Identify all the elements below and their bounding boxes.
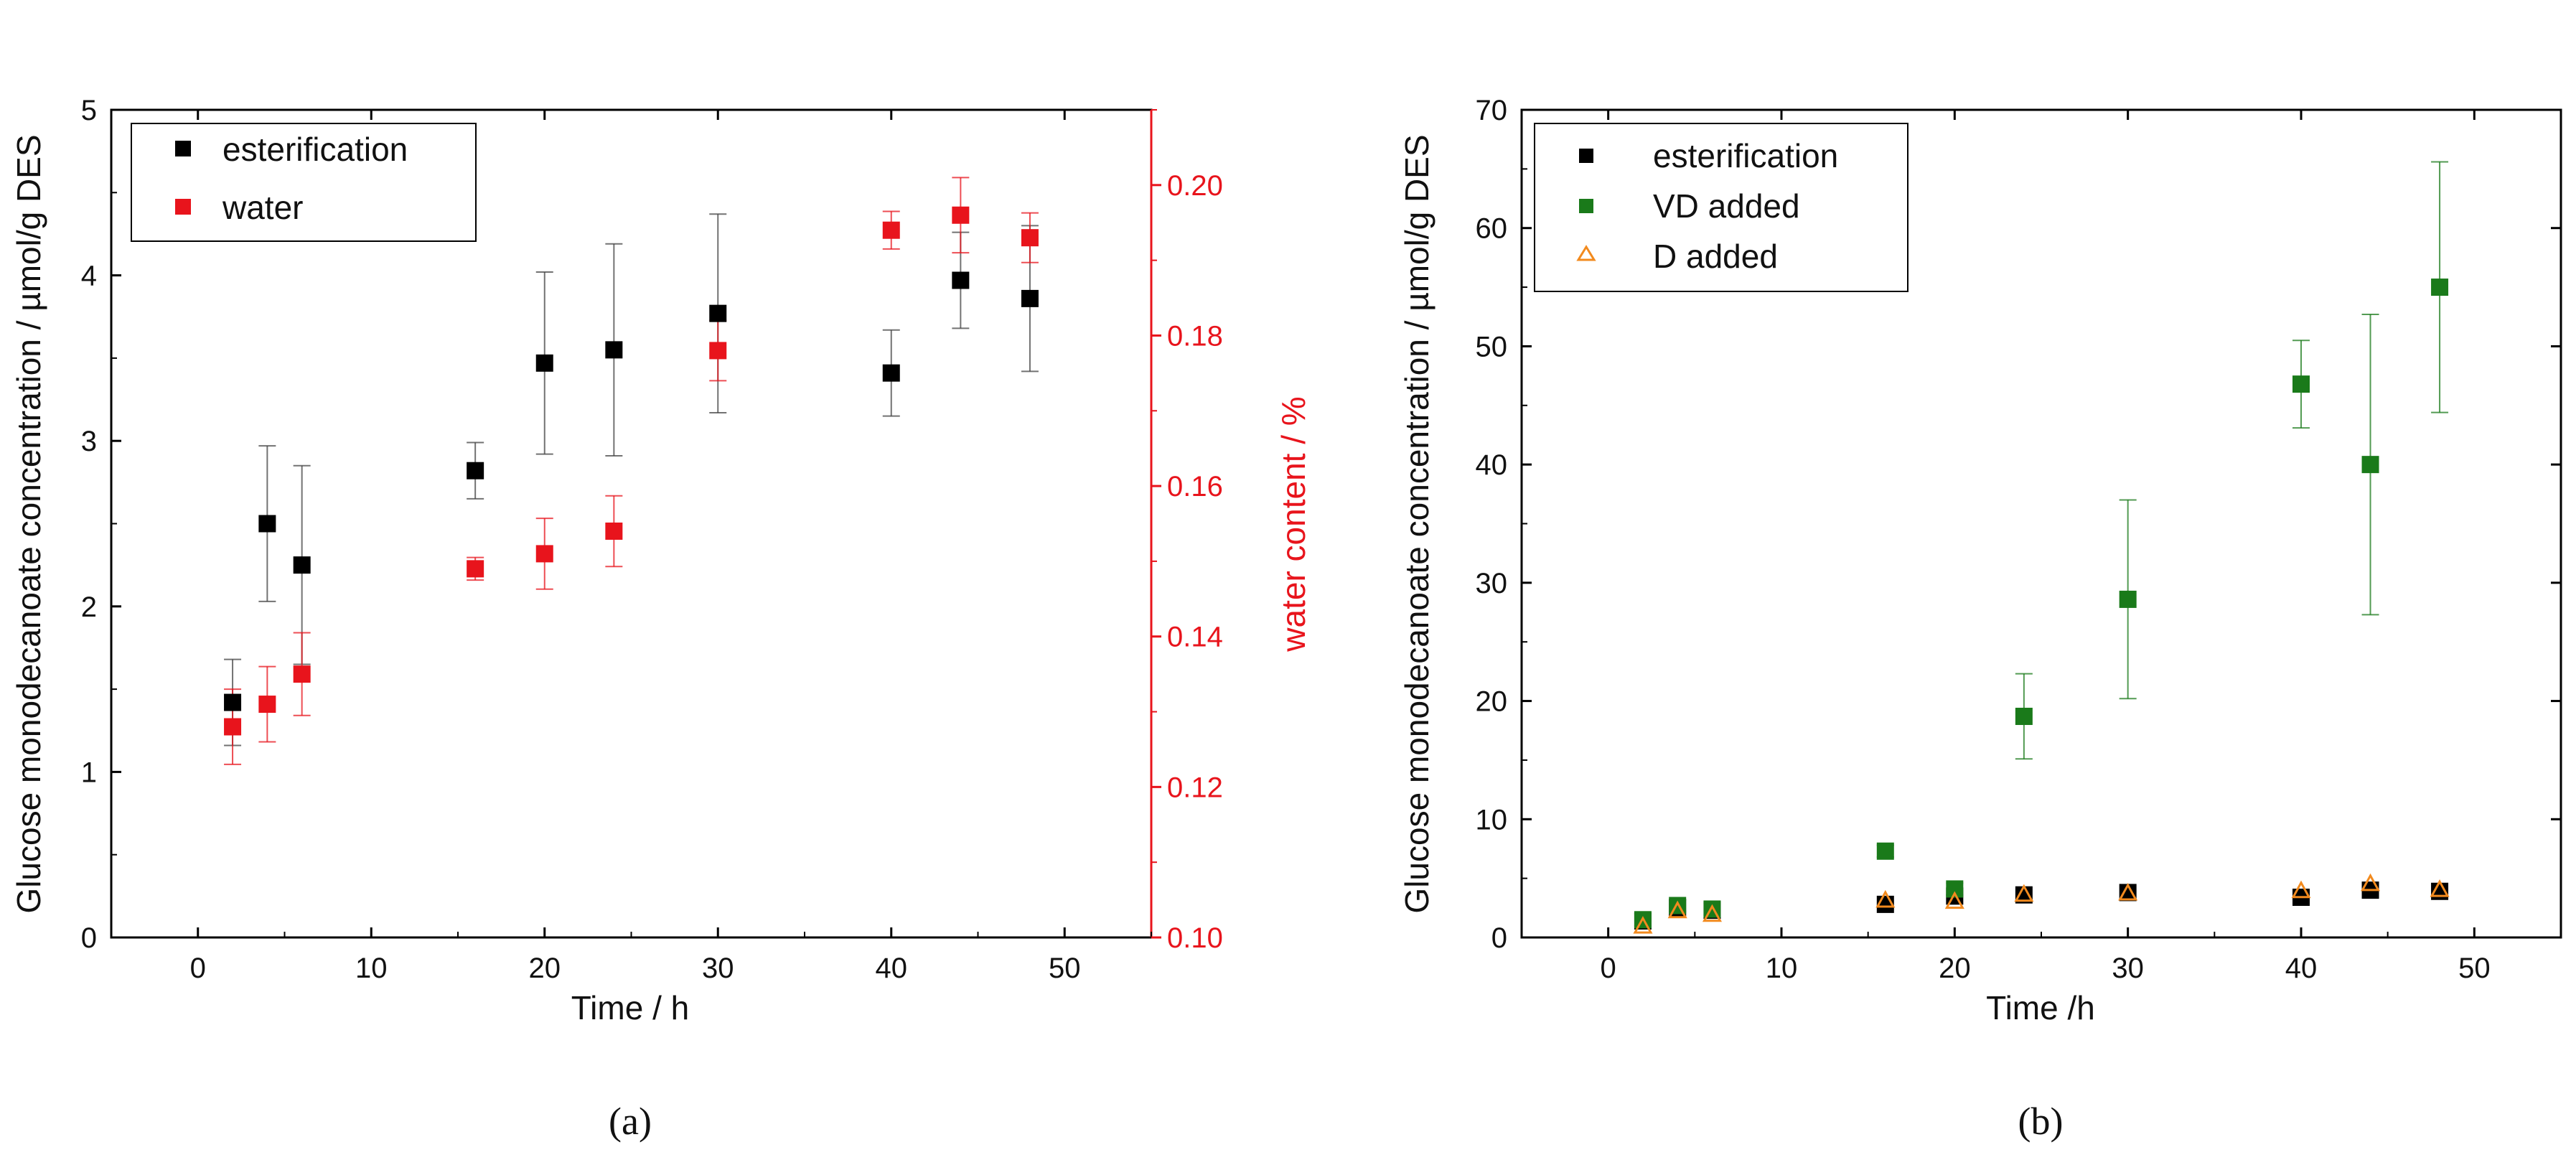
y-tick-label: 40	[1476, 449, 1508, 481]
panel-b-legend-label-d-added: D added	[1653, 238, 1778, 275]
panel-a-points	[224, 206, 1039, 736]
panel-a-x-axis-label: Time / h	[571, 989, 689, 1026]
panel-a-legend: esterification water	[131, 123, 477, 242]
y-tick-label: 4	[81, 261, 97, 292]
data-point-esterification	[1021, 289, 1039, 307]
data-point-water	[293, 665, 311, 683]
y-tick-label: 10	[1476, 804, 1508, 836]
data-point-vd-added	[2292, 375, 2310, 393]
x-tick-label: 40	[2285, 953, 2318, 984]
x-tick-label: 30	[2112, 953, 2144, 984]
x-tick-label: 40	[876, 953, 908, 984]
panel-a-legend-label-esterification: esterification	[223, 131, 408, 168]
data-point-d-added	[2430, 879, 2450, 897]
panel-a-legend-marker-esterification	[175, 141, 191, 156]
data-point-d-added	[1633, 916, 1653, 934]
panel-b-legend-label-esterification: esterification	[1653, 137, 1838, 174]
y-tick-label: 1	[81, 757, 97, 788]
panel-a-legend-label-water: water	[222, 189, 303, 226]
data-point-water	[952, 206, 970, 224]
y2-tick-label: 0.20	[1167, 170, 1223, 202]
y2-tick-label: 0.14	[1167, 622, 1223, 653]
panel-a-caption: (a)	[609, 1100, 652, 1143]
y-tick-label: 5	[81, 95, 97, 126]
panel-b-legend-label-vd-added: VD added	[1653, 187, 1800, 225]
data-point-esterification	[293, 556, 311, 574]
x-tick-label: 20	[529, 953, 561, 984]
panel-a-chart: 0 10 20 30 40 50 0 1 2 3 4 5 0.10 0.12 0.14 0.16 0.18 0.2…	[10, 95, 1312, 1143]
x-tick-label: 50	[1049, 953, 1081, 984]
data-point-water	[1021, 229, 1039, 247]
data-point-water	[467, 560, 484, 578]
panel-b-y-axis-label: Glucose monodecanoate concentration / µm…	[1398, 134, 1435, 913]
data-point-vd-added	[2431, 279, 2449, 296]
y-tick-label: 3	[81, 426, 97, 457]
data-point-vd-added	[1876, 842, 1894, 860]
data-point-esterification	[535, 354, 553, 372]
y-tick-label: 0	[1491, 922, 1507, 954]
data-point-water	[258, 696, 276, 713]
data-point-d-added	[1667, 900, 1687, 919]
panel-a-ticks: 0 10 20 30 40 50 0 1 2 3 4 5 0.10 0.12 0.14 0.16 0.18 0.2…	[81, 95, 1223, 984]
data-point-vd-added	[2361, 456, 2379, 474]
data-point-d-added	[2360, 873, 2381, 892]
x-tick-label: 0	[1601, 953, 1616, 984]
data-point-d-added	[2118, 882, 2138, 901]
panel-b-legend-marker-d-added	[1576, 245, 1596, 261]
data-point-water	[605, 522, 623, 540]
y2-tick-label: 0.16	[1167, 471, 1223, 502]
panel-b-points	[1633, 279, 2450, 934]
data-point-esterification	[467, 462, 484, 479]
panel-a-error-bars	[224, 177, 1039, 765]
x-tick-label: 10	[1766, 953, 1798, 984]
panel-b-legend-box	[1534, 123, 1908, 292]
data-point-water	[224, 718, 242, 736]
panel-b-legend: esterification VD added D added	[1534, 123, 1908, 292]
x-tick-label: 30	[702, 953, 734, 984]
data-point-esterification	[224, 693, 242, 711]
data-point-d-added	[2291, 880, 2311, 899]
panel-b-ticks: 0 10 20 30 40 50 0 10 20 30 40 50 60 70	[1476, 95, 2562, 984]
data-point-esterification	[258, 515, 276, 533]
data-point-esterification	[709, 304, 727, 322]
data-point-d-added	[1944, 891, 1964, 909]
y-tick-label: 60	[1476, 213, 1508, 245]
y-tick-label: 70	[1476, 95, 1508, 126]
data-point-d-added	[1875, 889, 1896, 908]
x-tick-label: 10	[355, 953, 388, 984]
data-point-vd-added	[2119, 590, 2137, 608]
data-point-water	[709, 342, 727, 360]
panel-b-legend-marker-esterification	[1579, 149, 1593, 163]
y-tick-label: 50	[1476, 331, 1508, 362]
x-tick-label: 50	[2458, 953, 2491, 984]
data-point-water	[882, 221, 900, 239]
y2-tick-label: 0.18	[1167, 320, 1223, 352]
data-point-water	[535, 545, 553, 563]
y-tick-label: 20	[1476, 686, 1508, 718]
x-tick-label: 0	[190, 953, 206, 984]
y-tick-label: 30	[1476, 568, 1508, 599]
y-tick-label: 2	[81, 591, 97, 623]
panel-a-legend-marker-water	[175, 199, 191, 215]
panel-a-right-axis-label: water content / %	[1275, 396, 1312, 652]
data-point-esterification	[605, 341, 623, 359]
y-tick-label: 0	[81, 922, 97, 954]
panel-a-y-axis-label: Glucose monodecanoate concentration / µm…	[10, 134, 47, 913]
data-point-esterification	[952, 271, 970, 289]
data-point-vd-added	[2015, 707, 2033, 725]
panel-b-chart: 0 10 20 30 40 50 0 10 20 30 40 50 60 70 Time /h Gluco…	[1398, 95, 2562, 1143]
panel-b-caption: (b)	[2018, 1100, 2064, 1143]
x-tick-label: 20	[1939, 953, 1971, 984]
y2-tick-label: 0.10	[1167, 922, 1223, 954]
data-point-d-added	[2014, 884, 2034, 902]
y2-tick-label: 0.12	[1167, 772, 1223, 803]
data-point-esterification	[882, 364, 900, 382]
panel-b-legend-marker-vd-added	[1579, 199, 1593, 213]
panel-b-x-axis-label: Time /h	[1986, 989, 2095, 1026]
data-point-d-added	[1702, 904, 1723, 922]
